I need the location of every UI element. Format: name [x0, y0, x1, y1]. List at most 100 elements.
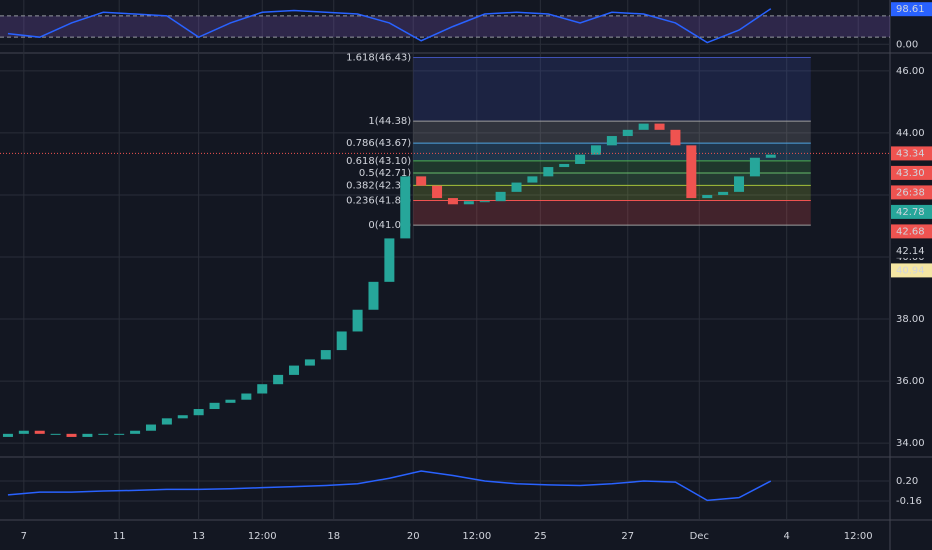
candle: [177, 415, 188, 419]
y-tick-label: 36.00: [896, 376, 925, 387]
candle: [447, 198, 458, 205]
current-price-tag-bg: [891, 146, 932, 161]
price-tag: 42.68: [896, 226, 925, 237]
x-tick-label: 7: [21, 531, 27, 542]
candle: [543, 167, 554, 177]
price-tag-bg: [891, 185, 932, 200]
x-tick-label: 13: [192, 531, 205, 542]
x-tick-label: 4: [784, 531, 790, 542]
fib-zone: [413, 172, 811, 186]
price-tag-bg: [891, 165, 932, 180]
x-tick-label: 27: [621, 531, 634, 542]
fib-zone: [413, 160, 811, 173]
candle: [559, 163, 570, 168]
fib-label: 0.786(43.67): [346, 138, 411, 149]
candle: [145, 424, 156, 431]
fib-label: 1(44.38): [368, 116, 411, 127]
current-price-tag: 43.34: [896, 148, 925, 159]
candle: [638, 123, 649, 130]
candle: [702, 194, 713, 199]
y-tick-label: 0.00: [896, 39, 918, 50]
price-tag-bg: [891, 263, 932, 278]
candle: [765, 154, 776, 158]
candle: [193, 409, 204, 416]
fib-zone: [413, 57, 811, 122]
fib-label: 0.382(42.31): [346, 180, 411, 191]
candle: [734, 176, 745, 192]
last-value-tag-bg: [891, 2, 932, 17]
price-tag-bg: [891, 224, 932, 239]
candle: [670, 129, 681, 146]
candle: [336, 331, 347, 351]
candle: [161, 418, 172, 425]
candle: [320, 350, 331, 360]
price-tag: 40.94: [896, 265, 925, 276]
price-tag: 43.30: [896, 168, 925, 179]
candle: [98, 433, 109, 435]
candle: [622, 129, 633, 137]
indicator-line: [7, 470, 772, 502]
candle: [225, 399, 236, 403]
candle: [479, 201, 490, 203]
y-tick-label: 34.00: [896, 438, 925, 449]
x-tick-label: 11: [113, 531, 126, 542]
last-value-tag: 98.61: [896, 4, 925, 15]
fib-label: 0.5(42.71): [359, 168, 411, 179]
candle: [654, 123, 665, 130]
price-tag: 26:38: [896, 187, 925, 198]
x-tick-label: 12:00: [248, 531, 277, 542]
y-tick-label: -0.16: [896, 496, 922, 507]
candle: [368, 281, 379, 310]
candle: [416, 176, 427, 186]
fib-label: 1.618(46.43): [346, 53, 411, 64]
fib-label: 0.236(41.82): [346, 196, 411, 207]
candle: [511, 182, 522, 192]
y-tick-label: 0.20: [896, 476, 918, 487]
candle: [241, 393, 252, 400]
fib-zone: [413, 200, 811, 226]
x-tick-label: 12:00: [462, 531, 491, 542]
candle: [606, 136, 617, 146]
fib-label: 0(41.03): [368, 220, 411, 231]
y-tick-label: 38.00: [896, 314, 925, 325]
candle: [257, 384, 268, 394]
fib-zone: [413, 143, 811, 161]
candle: [495, 191, 506, 202]
candle: [686, 145, 697, 199]
candle: [304, 359, 315, 366]
candle: [527, 176, 538, 183]
fib-label: 0.618(43.10): [346, 156, 411, 167]
candle: [273, 374, 284, 385]
price-tag: 42.14: [896, 246, 925, 257]
candle: [400, 176, 411, 239]
candle: [34, 430, 45, 434]
candle: [66, 433, 77, 437]
candle: [130, 430, 141, 434]
y-tick-label: 44.00: [896, 128, 925, 139]
x-tick-label: 20: [407, 531, 420, 542]
candle: [2, 433, 13, 437]
x-tick-label: Dec: [690, 531, 709, 542]
candle: [590, 145, 601, 155]
price-tag-bg: [891, 204, 932, 219]
candle: [82, 433, 93, 437]
fib-zone: [413, 121, 811, 144]
candle: [463, 201, 474, 205]
price-tag: 42.78: [896, 207, 925, 218]
candle: [289, 365, 300, 375]
candle: [18, 430, 29, 434]
x-tick-label: 18: [327, 531, 340, 542]
price-tag-bg: [891, 243, 932, 258]
x-tick-label: 25: [534, 531, 547, 542]
indicator-line: [7, 8, 772, 44]
y-tick-label: 46.00: [896, 66, 925, 77]
x-tick-label: 12:00: [844, 531, 873, 542]
candle: [352, 309, 363, 332]
candle: [209, 402, 220, 410]
candle: [749, 157, 760, 177]
candle: [718, 191, 729, 195]
candle: [114, 433, 125, 435]
candle: [432, 185, 443, 199]
